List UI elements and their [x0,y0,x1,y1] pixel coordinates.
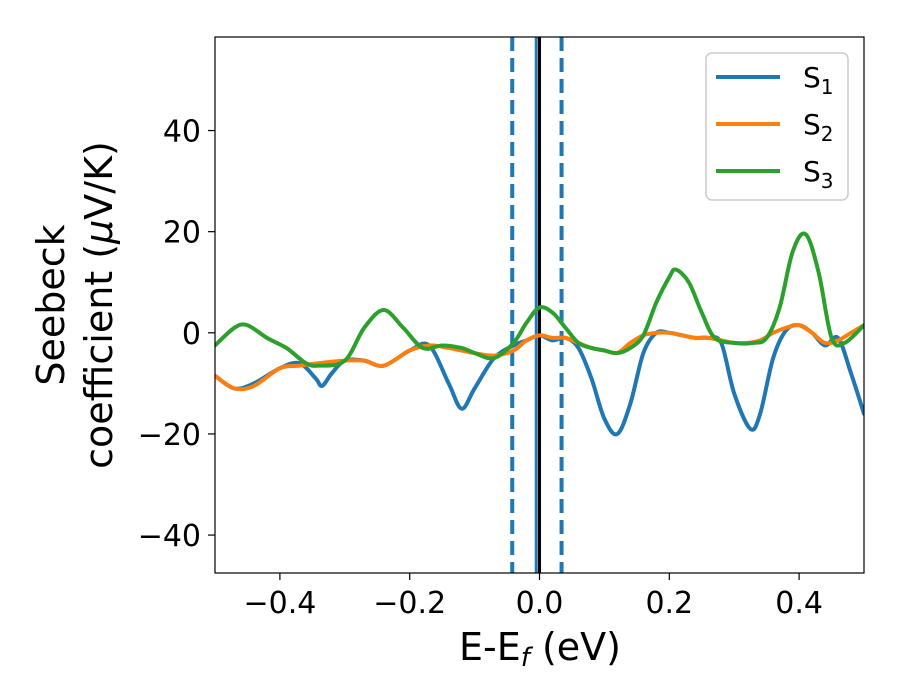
series-line-s3 [215,231,864,368]
y-tick-label: 40 [163,115,201,150]
y-tick-label: −20 [138,418,201,453]
y-axis-title-line2: coefficient (μV/K) [77,141,121,469]
x-tick-label: 0.2 [645,586,693,621]
y-tick-label: −40 [138,519,201,554]
legend-label-s2: S2 [803,108,834,146]
legend: S1 S2 S3 [705,52,849,201]
y-tick-label: 0 [182,317,201,352]
series-lines [215,231,864,437]
x-axis-ticks: −0.4 −0.2 0.0 0.2 0.4 [243,573,823,621]
plot-area [214,36,865,574]
x-tick-label: −0.2 [373,586,446,621]
legend-label-s1: S1 [803,61,834,99]
series-line-s1 [215,323,864,437]
x-tick-label: −0.4 [243,586,316,621]
x-tick-label: 0.4 [775,586,823,621]
y-tick-label: 20 [163,216,201,251]
y-axis-title-line1: Seebeck [29,224,73,385]
y-axis-title: Seebeck coefficient (μV/K) [29,141,121,469]
vertical-reference-lines [510,37,564,573]
x-axis-title: E-Ef (eV) [459,625,621,673]
legend-item-s2: S2 [716,108,834,146]
legend-box [705,52,849,201]
legend-item-s3: S3 [716,155,834,193]
legend-item-s1: S1 [716,61,834,99]
legend-label-s3: S3 [803,155,834,193]
x-tick-label: 0.0 [516,586,564,621]
y-axis-ticks: −40 −20 0 20 40 [138,115,215,554]
